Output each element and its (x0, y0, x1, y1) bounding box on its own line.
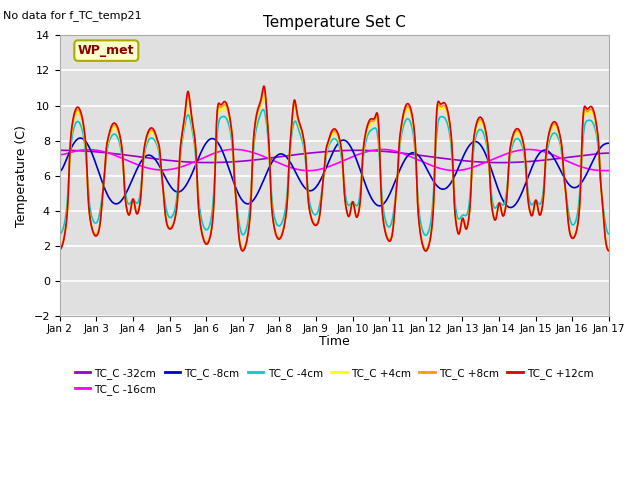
TC_C -16cm (305, 168, 313, 174)
TC_C -32cm (497, 160, 504, 166)
Title: Temperature Set C: Temperature Set C (263, 15, 406, 30)
TC_C -4cm (301, 149, 308, 155)
TC_C +12cm (99, 196, 106, 202)
TC_C +4cm (121, 188, 129, 193)
TC_C -16cm (289, 166, 297, 171)
TC_C +8cm (260, 87, 268, 93)
TC_C -16cm (99, 148, 106, 154)
TC_C -8cm (507, 204, 515, 210)
TC_C -8cm (99, 180, 106, 186)
TC_C -4cm (99, 193, 106, 199)
TC_C +8cm (56, 245, 63, 251)
Line: TC_C -16cm: TC_C -16cm (60, 149, 609, 171)
TC_C +12cm (422, 248, 429, 254)
TC_C -16cm (605, 168, 612, 173)
TC_C +4cm (301, 144, 308, 150)
Line: TC_C -32cm: TC_C -32cm (60, 150, 609, 163)
TC_C +12cm (301, 141, 308, 146)
TC_C +4cm (605, 246, 612, 252)
TC_C +4cm (56, 245, 63, 251)
TC_C -16cm (311, 168, 319, 173)
TC_C +8cm (422, 246, 429, 252)
TC_C +4cm (289, 110, 297, 116)
TC_C -4cm (422, 232, 429, 238)
TC_C -8cm (121, 192, 129, 198)
TC_C -8cm (56, 168, 63, 174)
TC_C -32cm (99, 149, 106, 155)
TC_C -16cm (301, 168, 308, 173)
Text: No data for f_TC_temp21: No data for f_TC_temp21 (3, 10, 142, 21)
TC_C +8cm (605, 246, 612, 252)
TC_C -32cm (354, 147, 362, 153)
Y-axis label: Temperature (C): Temperature (C) (15, 125, 28, 227)
TC_C -4cm (121, 181, 129, 187)
TC_C +8cm (99, 196, 106, 202)
TC_C -4cm (310, 212, 318, 217)
TC_C -16cm (369, 147, 377, 153)
Line: TC_C -8cm: TC_C -8cm (60, 138, 609, 207)
Line: TC_C +4cm: TC_C +4cm (60, 93, 609, 249)
TC_C -8cm (310, 186, 318, 192)
TC_C +8cm (301, 143, 308, 148)
TC_C -8cm (369, 197, 376, 203)
TC_C +12cm (605, 248, 612, 254)
Line: TC_C +12cm: TC_C +12cm (60, 86, 609, 251)
TC_C -32cm (369, 148, 376, 154)
TC_C -32cm (121, 152, 129, 158)
TC_C -32cm (310, 150, 318, 156)
Text: WP_met: WP_met (78, 44, 134, 57)
TC_C +8cm (369, 118, 376, 124)
TC_C +8cm (121, 187, 129, 192)
TC_C -8cm (301, 184, 308, 190)
TC_C +4cm (99, 197, 106, 203)
TC_C -32cm (300, 151, 308, 156)
TC_C -4cm (56, 231, 63, 237)
TC_C -4cm (605, 231, 612, 237)
TC_C +12cm (260, 84, 268, 89)
TC_C -8cm (76, 135, 84, 141)
TC_C -32cm (56, 147, 63, 153)
TC_C +4cm (260, 90, 268, 96)
TC_C +12cm (369, 116, 376, 122)
Line: TC_C +8cm: TC_C +8cm (60, 90, 609, 249)
Line: TC_C -4cm: TC_C -4cm (60, 109, 609, 235)
TC_C +12cm (289, 105, 297, 110)
TC_C +4cm (422, 246, 429, 252)
Legend: TC_C -32cm, TC_C -16cm, TC_C -8cm, TC_C -4cm, TC_C +4cm, TC_C +8cm, TC_C +12cm: TC_C -32cm, TC_C -16cm, TC_C -8cm, TC_C … (70, 363, 598, 399)
X-axis label: Time: Time (319, 335, 349, 348)
TC_C -8cm (605, 140, 612, 146)
TC_C +12cm (310, 222, 318, 228)
TC_C +8cm (289, 108, 297, 113)
TC_C -16cm (56, 152, 63, 157)
TC_C -8cm (289, 164, 297, 170)
TC_C -16cm (121, 156, 129, 162)
TC_C -4cm (289, 123, 297, 129)
TC_C +8cm (310, 221, 318, 227)
TC_C +12cm (56, 247, 63, 252)
TC_C -32cm (605, 150, 612, 156)
TC_C -32cm (289, 152, 296, 158)
TC_C -16cm (230, 146, 238, 152)
TC_C -4cm (259, 107, 267, 112)
TC_C +12cm (121, 187, 129, 193)
TC_C +4cm (369, 120, 376, 126)
TC_C -4cm (369, 126, 376, 132)
TC_C +4cm (310, 221, 318, 227)
